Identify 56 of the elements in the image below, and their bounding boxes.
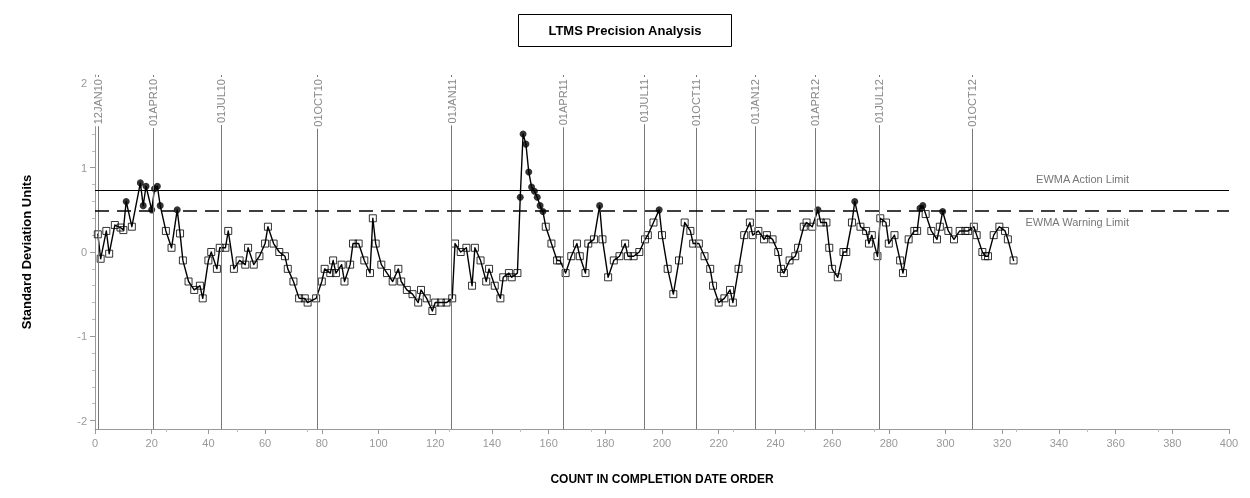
point bbox=[525, 168, 533, 176]
ref-line-label: 01JUL11 bbox=[638, 79, 651, 123]
x-axis-title: COUNT IN COMPLETION DATE ORDER bbox=[550, 472, 774, 486]
x-tick-label: 0 bbox=[91, 436, 99, 449]
x-tick-label: 200 bbox=[652, 436, 672, 449]
ref-line-label: 01OCT10 bbox=[311, 79, 324, 127]
point bbox=[533, 193, 541, 201]
point bbox=[516, 193, 524, 201]
ref-line-label: 01OCT12 bbox=[966, 79, 979, 127]
ref-line-label: EWMA Action Limit bbox=[1036, 172, 1129, 185]
point bbox=[136, 179, 144, 187]
ref-line-label: 01JUL12 bbox=[873, 79, 886, 124]
ref-line-label: 01APR10 bbox=[147, 79, 160, 127]
y-tick-label: 1 bbox=[80, 161, 87, 174]
point bbox=[156, 202, 164, 210]
x-tick-label: 140 bbox=[482, 436, 502, 449]
x-tick-label: 160 bbox=[539, 436, 558, 449]
y-tick-label: 2 bbox=[80, 77, 87, 90]
ref-line-label: 12JAN10 bbox=[91, 79, 104, 125]
x-tick-label: 120 bbox=[426, 436, 445, 449]
ref-line-label: 01APR11 bbox=[556, 79, 569, 126]
point bbox=[522, 140, 530, 148]
point bbox=[536, 202, 544, 210]
x-tick-label: 100 bbox=[369, 436, 388, 449]
ref-line-label: 01JUL10 bbox=[214, 79, 227, 124]
x-tick-label: 260 bbox=[822, 436, 842, 449]
y-tick-label: -2 bbox=[77, 414, 87, 427]
ref-line-label: 01OCT11 bbox=[690, 79, 703, 126]
y-tick-label: 0 bbox=[80, 246, 87, 258]
x-tick-label: 360 bbox=[1106, 436, 1125, 449]
point bbox=[173, 206, 181, 214]
x-tick-label: 300 bbox=[936, 436, 955, 449]
point bbox=[122, 197, 130, 205]
x-tick-label: 380 bbox=[1163, 436, 1182, 449]
ref-line-label: 01JAN12 bbox=[748, 79, 761, 125]
point bbox=[139, 202, 147, 210]
x-tick-label: 180 bbox=[596, 436, 615, 449]
x-tick-label: 240 bbox=[766, 436, 785, 449]
x-tick-label: 280 bbox=[879, 436, 898, 449]
x-tick-label: 20 bbox=[145, 436, 158, 449]
x-tick-label: 60 bbox=[258, 436, 272, 449]
point bbox=[142, 182, 150, 190]
ref-line-label: 01APR12 bbox=[809, 79, 822, 127]
point bbox=[596, 202, 604, 210]
y-tick-label: -1 bbox=[77, 330, 87, 343]
x-tick-label: 220 bbox=[709, 436, 728, 449]
y-axis-title: Standard Deviation Units bbox=[19, 174, 34, 330]
point bbox=[851, 197, 859, 205]
ref-line-label: EWMA Warning Limit bbox=[1025, 216, 1129, 229]
x-tick-label: 320 bbox=[993, 436, 1012, 449]
x-tick-label: 340 bbox=[1049, 436, 1069, 449]
x-tick-label: 40 bbox=[202, 436, 215, 449]
x-tick-label: 80 bbox=[315, 436, 328, 449]
ref-line-label: 01JAN11 bbox=[445, 79, 458, 124]
chart-title: LTMS Precision Analysis bbox=[548, 23, 702, 38]
x-tick-label: 400 bbox=[1219, 436, 1239, 449]
